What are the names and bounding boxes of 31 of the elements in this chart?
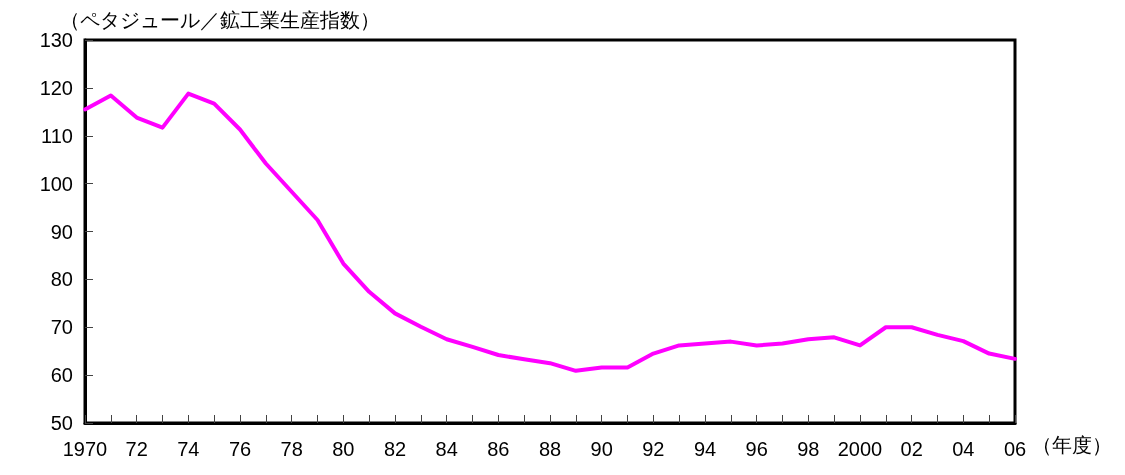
y-tick-label: 100 <box>39 172 73 195</box>
x-tick-label: 94 <box>693 438 717 460</box>
line-series <box>83 91 1017 373</box>
y-tick-label: 60 <box>50 364 73 387</box>
x-tick-label: 84 <box>435 438 458 460</box>
x-tick-label: 96 <box>745 438 768 460</box>
x-tick-label: 1970 <box>62 438 108 460</box>
x-tick-label: 78 <box>280 438 303 460</box>
x-tick-label: 04 <box>952 438 975 460</box>
y-axis-title: （ペタジュール／鉱工業生産指数） <box>60 9 380 31</box>
x-tick-label: 86 <box>487 438 510 460</box>
x-tick-label: 06 <box>1003 438 1027 460</box>
y-tick-label: 50 <box>50 412 73 434</box>
x-tick-label: 80 <box>332 438 355 460</box>
x-tick-label: 76 <box>228 438 252 460</box>
x-tick-label: 92 <box>642 438 665 460</box>
y-tick-label: 80 <box>50 268 73 291</box>
x-tick-label: 02 <box>900 438 923 460</box>
y-tick-label: 120 <box>39 76 73 99</box>
x-tick-label: 90 <box>590 438 613 460</box>
y-tick-label: 90 <box>50 220 73 243</box>
x-tick-label: 88 <box>538 438 562 460</box>
y-tick-label: 70 <box>50 316 73 339</box>
x-tick-label: 72 <box>125 438 148 460</box>
y-tick-label: 130 <box>39 29 73 51</box>
x-tick-label: 98 <box>797 438 820 460</box>
x-tick-label: 82 <box>383 438 407 460</box>
y-tick-label: 110 <box>41 124 73 147</box>
x-axis-title: （年度） <box>1032 434 1113 456</box>
x-tick-label: 74 <box>177 438 200 460</box>
x-tick-label: 2000 <box>837 438 883 460</box>
